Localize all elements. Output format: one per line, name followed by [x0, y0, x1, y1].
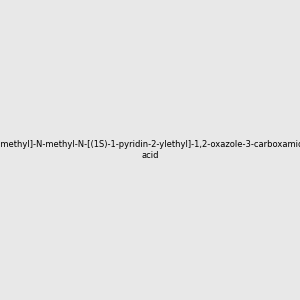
Text: 5-[(3-acetylphenoxy)methyl]-N-methyl-N-[(1S)-1-pyridin-2-ylethyl]-1,2-oxazole-3-: 5-[(3-acetylphenoxy)methyl]-N-methyl-N-[… — [0, 140, 300, 160]
